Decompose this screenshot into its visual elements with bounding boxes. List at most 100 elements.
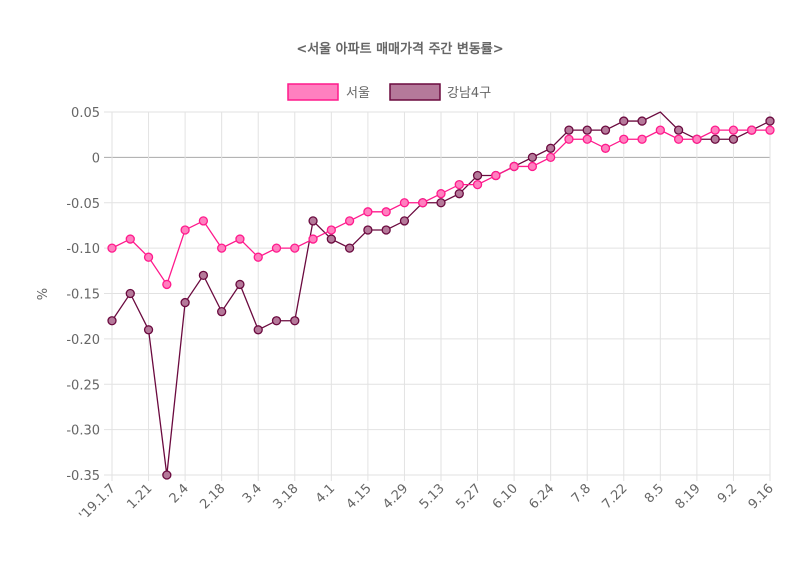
data-point [673, 134, 684, 144]
data-point [381, 207, 391, 217]
data-point [399, 216, 410, 226]
data-point [564, 134, 574, 144]
y-tick-label: -0.10 [66, 242, 100, 257]
data-point [253, 325, 263, 335]
data-point [619, 134, 629, 144]
data-point [143, 325, 154, 335]
data-point [582, 125, 592, 135]
data-point [143, 252, 154, 262]
x-tick-label: 7.22 [600, 481, 631, 512]
data-point [344, 243, 355, 253]
legend-swatch-seoul [287, 83, 339, 101]
data-point [728, 134, 739, 144]
data-point [564, 125, 574, 135]
x-tick-label: '19.1.7 [76, 481, 118, 523]
x-tick-label: 9.16 [746, 481, 777, 512]
legend-label-seoul: 서울 [346, 86, 370, 101]
data-point [235, 234, 245, 244]
data-point [637, 116, 647, 126]
data-point [418, 198, 428, 208]
data-point [253, 252, 263, 262]
legend: 서울 강남4구 [287, 83, 491, 101]
data-point [125, 234, 135, 244]
data-point [637, 134, 647, 144]
x-tick-label: 3.4 [240, 481, 265, 506]
data-point [198, 270, 209, 281]
data-point [271, 316, 282, 326]
data-point [308, 216, 318, 226]
x-tick-label: 5.13 [417, 481, 448, 512]
data-point [436, 189, 446, 199]
data-point [491, 170, 501, 181]
x-tick-label: 1.21 [124, 481, 155, 512]
x-tick-label: 6.10 [490, 481, 521, 512]
x-tick-label: 4.29 [380, 481, 411, 512]
y-tick-label: -0.25 [66, 378, 100, 393]
x-tick-label: 2.4 [167, 481, 192, 506]
legend-label-gangnam4: 강남4구 [447, 86, 491, 101]
data-point [454, 179, 464, 190]
data-point [162, 279, 172, 290]
data-point [235, 279, 245, 290]
chart-title: <서울 아파트 매매가격 주간 변동률> [296, 41, 503, 57]
data-point [765, 125, 775, 135]
data-point [363, 225, 373, 235]
data-point [710, 125, 720, 135]
data-point [527, 161, 538, 172]
data-point [728, 125, 739, 135]
data-point [308, 234, 318, 244]
legend-item-gangnam4[interactable]: 강남4구 [389, 83, 491, 101]
data-point [692, 134, 702, 144]
data-point [381, 225, 391, 235]
data-point [271, 243, 282, 253]
data-point [436, 198, 446, 208]
data-point [600, 125, 611, 135]
data-point [198, 216, 209, 226]
x-tick-label: 8.5 [642, 481, 667, 506]
x-tick-label: 4.15 [344, 481, 375, 512]
data-point [217, 306, 227, 317]
data-point [747, 125, 757, 135]
data-point [326, 234, 336, 244]
data-point [710, 134, 720, 144]
data-point [509, 161, 519, 172]
data-point [290, 243, 300, 253]
data-point [363, 207, 373, 217]
data-point [217, 243, 227, 253]
y-tick-label: 0.05 [71, 106, 100, 121]
y-tick-label: -0.15 [66, 288, 100, 303]
data-point [454, 189, 464, 199]
legend-item-seoul[interactable]: 서울 [287, 83, 370, 101]
data-point [582, 134, 592, 144]
data-point [344, 216, 355, 226]
y-tick-label: -0.20 [66, 333, 100, 348]
x-tick-label: 5.27 [453, 481, 484, 512]
data-point [765, 116, 775, 126]
x-tick-label: 2.18 [197, 481, 228, 512]
y-tick-label: -0.05 [66, 197, 100, 212]
data-point [107, 316, 117, 326]
data-point [600, 143, 611, 153]
data-point [472, 170, 483, 181]
data-point [546, 143, 556, 153]
x-tick-label: 6.24 [526, 481, 557, 512]
y-axis-label: % [36, 288, 51, 300]
data-point [162, 470, 172, 480]
y-tick-label: -0.35 [66, 469, 100, 484]
x-tick-label: 9.2 [715, 481, 740, 506]
y-tick-label: -0.30 [66, 424, 100, 439]
data-point [125, 288, 135, 299]
x-tick-label: 3.18 [271, 481, 302, 512]
data-point [180, 297, 190, 308]
data-point [619, 116, 629, 126]
data-point [326, 225, 336, 235]
data-point [673, 125, 684, 135]
x-tick-label: 8.19 [673, 481, 704, 512]
legend-swatch-gangnam4 [389, 83, 441, 101]
y-tick-label: 0 [92, 151, 100, 166]
data-point [472, 179, 483, 190]
data-point [180, 225, 190, 235]
data-point [107, 243, 117, 253]
data-point [546, 152, 556, 163]
